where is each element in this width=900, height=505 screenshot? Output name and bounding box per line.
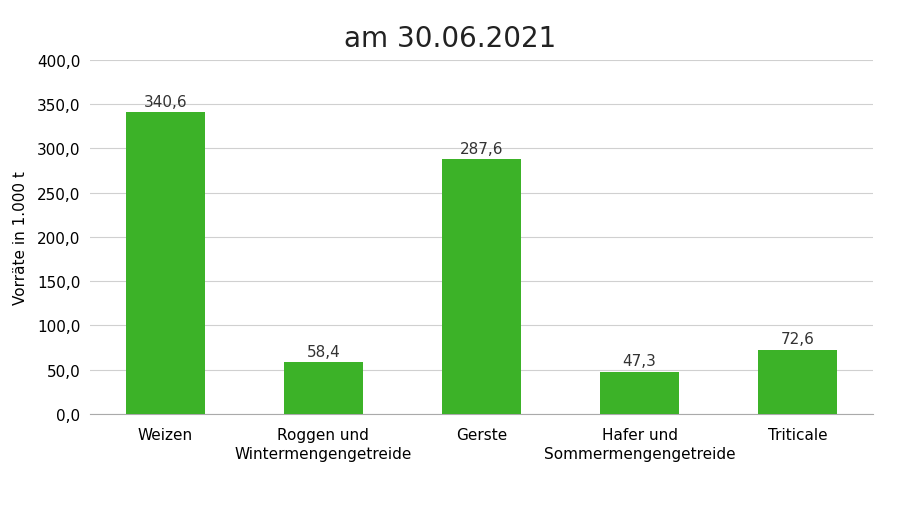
Text: 47,3: 47,3 xyxy=(623,354,657,369)
Text: 72,6: 72,6 xyxy=(781,331,815,346)
Text: 58,4: 58,4 xyxy=(306,344,340,359)
Text: am 30.06.2021: am 30.06.2021 xyxy=(344,25,556,53)
Bar xyxy=(126,113,204,414)
Text: 340,6: 340,6 xyxy=(143,94,187,110)
Bar xyxy=(284,363,363,414)
Y-axis label: Vorräte in 1.000 t: Vorräte in 1.000 t xyxy=(14,171,29,304)
Bar xyxy=(442,160,521,414)
Text: 287,6: 287,6 xyxy=(460,141,503,157)
Bar xyxy=(759,350,837,414)
Bar xyxy=(600,372,680,414)
